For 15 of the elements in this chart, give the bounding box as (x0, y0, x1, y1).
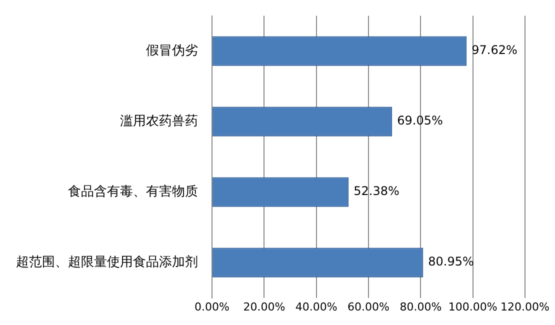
x-tick-label: 120.00% (500, 300, 550, 314)
y-tick-label: 滥用农药兽药 (120, 114, 198, 129)
x-tick-label: 20.00% (243, 300, 286, 314)
y-tick-label: 假冒伪劣 (146, 43, 198, 58)
x-tick-label: 80.00% (400, 300, 442, 314)
x-tick-label: 0.00% (194, 300, 230, 314)
x-tick-label: 60.00% (348, 300, 390, 314)
y-tick-label: 超范围、超限量使用食品添加剂 (16, 254, 198, 270)
x-tick-label: 40.00% (295, 300, 338, 314)
data-label: 80.95% (428, 254, 474, 269)
data-label: 97.62% (472, 43, 518, 58)
data-label: 69.05% (397, 114, 443, 128)
x-tick-label: 100.00% (448, 300, 498, 314)
data-label: 52.38% (354, 184, 400, 198)
y-tick-label: 食品含有毒、有害物质 (68, 183, 198, 200)
